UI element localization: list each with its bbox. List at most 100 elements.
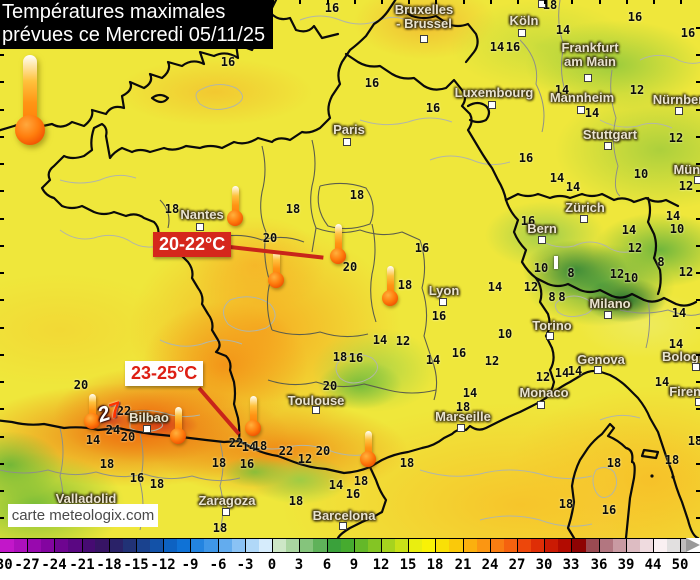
scale-tick <box>163 539 164 552</box>
thermometer-icon <box>84 394 100 429</box>
scale-tick <box>299 539 300 552</box>
temp-value: 20 <box>315 444 331 458</box>
temp-value: 12 <box>678 179 694 193</box>
thermometer-stem <box>23 55 37 129</box>
city-marker <box>594 366 602 374</box>
scale-label: 15 <box>399 557 417 573</box>
temp-value: 16 <box>518 151 534 165</box>
frame-tick <box>490 0 492 4</box>
scale-segment <box>136 539 151 552</box>
temp-value: 16 <box>520 214 536 228</box>
scale-segment <box>40 539 56 552</box>
temp-value: 16 <box>451 346 467 360</box>
frame-tick <box>82 0 84 4</box>
scale-segment <box>299 539 314 552</box>
scale-segment <box>326 539 342 552</box>
thermometer-icon <box>245 396 261 436</box>
frame-tick <box>696 517 700 520</box>
frame-tick <box>696 135 700 138</box>
scale-tick <box>82 539 83 552</box>
frame-tick <box>163 0 165 4</box>
scale-label: 3 <box>294 557 304 573</box>
scale-label: 27 <box>508 557 526 573</box>
frame-tick <box>696 408 700 411</box>
temp-value: 12 <box>484 354 500 368</box>
city-marker <box>695 398 700 406</box>
watermark: carte meteologix.com <box>8 504 158 527</box>
frame-tick <box>0 517 4 520</box>
city-marker <box>143 425 151 433</box>
scale-segment <box>544 539 560 552</box>
frame-tick <box>0 217 4 220</box>
frame-tick <box>0 244 4 247</box>
scale-segment <box>449 539 464 552</box>
frame-tick <box>696 435 700 438</box>
thermometer-legend-icon <box>15 55 45 145</box>
temp-value: 18 <box>664 453 680 467</box>
frame-tick <box>0 190 4 193</box>
scale-label: -27 <box>14 557 40 573</box>
scale-segment <box>313 539 328 552</box>
thermometer-icon <box>360 431 376 467</box>
scale-segment <box>108 539 124 552</box>
temp-value: 14 <box>554 366 570 380</box>
map-borders <box>0 0 700 538</box>
frame-tick <box>653 0 655 4</box>
scale-segment <box>394 539 410 552</box>
temp-value: 18 <box>332 350 348 364</box>
city-marker <box>584 74 592 82</box>
scale-tick <box>435 539 436 552</box>
city-label-nantes: Nantes <box>180 207 224 222</box>
scale-tick <box>653 539 654 552</box>
scale-segment <box>286 539 301 552</box>
temp-value: 12 <box>395 334 411 348</box>
frame-tick <box>696 381 700 384</box>
temp-value: 18 <box>211 456 227 470</box>
frame-tick <box>696 272 700 275</box>
temp-value: 20 <box>322 379 338 393</box>
frame-tick <box>0 353 4 356</box>
temp-value: 16 <box>414 241 430 255</box>
annotation-range-south: 23-25°C <box>125 361 204 386</box>
scale-tick <box>680 539 681 552</box>
thermometer-bulb <box>15 115 45 145</box>
scale-segment <box>599 539 614 552</box>
scale-segment <box>177 539 192 552</box>
temp-value: 14 <box>425 353 441 367</box>
scale-tick <box>490 539 491 552</box>
city-marker <box>196 223 204 231</box>
scale-segment <box>463 539 478 552</box>
scale-segment <box>81 539 96 552</box>
scale-label: 36 <box>590 557 608 573</box>
temp-value: 14 <box>565 180 581 194</box>
scale-color-band <box>0 538 700 553</box>
frame-tick <box>544 0 546 4</box>
scale-label: 30 <box>535 557 553 573</box>
scale-label: -30 <box>0 557 13 573</box>
city-label-luxembourg: Luxembourg <box>454 85 534 100</box>
scale-label: 44 <box>644 557 662 573</box>
frame-tick <box>408 0 410 4</box>
frame-tick <box>696 299 700 302</box>
temp-value: 18 <box>558 497 574 511</box>
scale-segment <box>245 539 260 552</box>
scale-tick <box>408 539 409 552</box>
temp-value: 20 <box>262 231 278 245</box>
city-marker <box>675 107 683 115</box>
scale-arrow-icon <box>686 538 700 552</box>
city-label-nurnberg: Nürnberg <box>652 92 700 107</box>
temperature-scale: -30-27-24-21-18-15-12-9-6-30369121518212… <box>0 538 700 580</box>
temp-value: 12 <box>629 83 645 97</box>
scale-label: -24 <box>41 557 67 573</box>
city-label-torino: Torino <box>532 318 572 333</box>
city-label-bruxelles: Bruxelles - Brussel <box>394 2 454 31</box>
scale-segment <box>381 539 396 552</box>
city-marker <box>537 401 545 409</box>
frame-tick <box>696 108 700 111</box>
map-canvas[interactable]: 16 18 14 16 16 14 16 16 16 16 14 14 12 12 16 14 14 10 12 18… <box>0 0 700 538</box>
frame-tick <box>696 462 700 465</box>
city-label-frankfurt: Frankfurt am Main <box>561 40 619 69</box>
temp-value: 20 <box>342 260 358 274</box>
frame-tick <box>0 81 4 84</box>
